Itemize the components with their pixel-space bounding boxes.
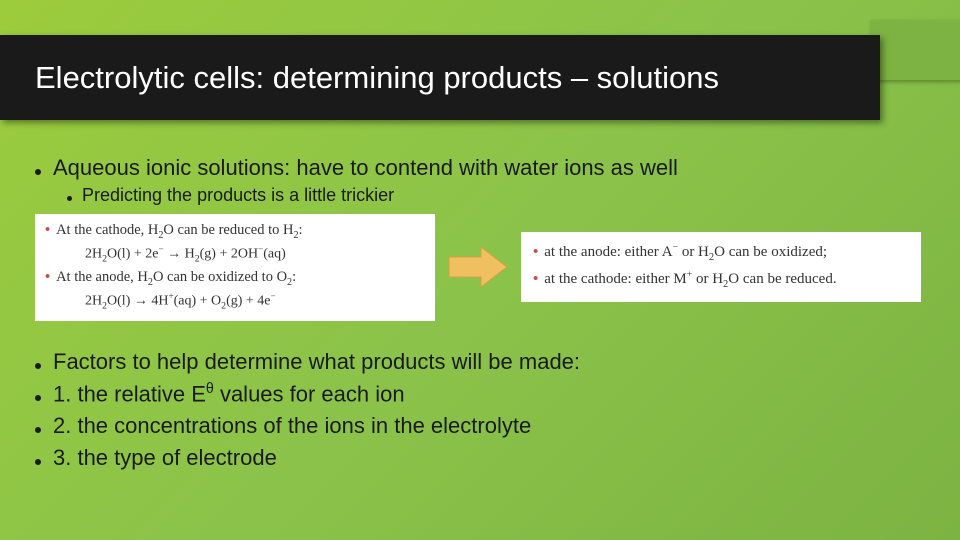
summary-box: •at the anode: either A− or H2O can be o… <box>521 232 921 302</box>
bullet-dot-icon <box>35 427 41 433</box>
bullet-dot-icon <box>35 363 41 369</box>
sub-bullet-text: Predicting the products is a little tric… <box>82 185 394 206</box>
arrow-icon <box>443 243 513 291</box>
factors-intro-text: Factors to help determine what products … <box>53 349 580 375</box>
factor-3-text: 3. the type of electrode <box>53 445 277 471</box>
cathode-anode-equations-box: •At the cathode, H2O can be reduced to H… <box>35 214 435 321</box>
factor-1-text: 1. the relative Eθ values for each ion <box>53 381 405 407</box>
bullet-aqueous-text: Aqueous ionic solutions: have to contend… <box>53 155 678 181</box>
bullet-aqueous: Aqueous ionic solutions: have to contend… <box>35 155 925 181</box>
anode-equation: 2H2O(l) → 4H+(aq) + O2(g) + 4e− <box>85 290 425 314</box>
cathode-equation: 2H2O(l) + 2e− → H2(g) + 2OH−(aq) <box>85 243 425 267</box>
factors-list: Factors to help determine what products … <box>35 349 925 471</box>
cathode-line: •At the cathode, H2O can be reduced to H… <box>45 220 425 243</box>
factors-intro: Factors to help determine what products … <box>35 349 925 375</box>
bullet-dot-icon <box>35 169 41 175</box>
slide-content: Aqueous ionic solutions: have to contend… <box>35 155 925 477</box>
diagram-row: •At the cathode, H2O can be reduced to H… <box>35 214 925 321</box>
factor-2: 2. the concentrations of the ions in the… <box>35 413 925 439</box>
factor-2-text: 2. the concentrations of the ions in the… <box>53 413 531 439</box>
anode-summary: •at the anode: either A− or H2O can be o… <box>533 240 909 267</box>
cathode-summary: •at the cathode: either M+ or H2O can be… <box>533 267 909 294</box>
factor-3: 3. the type of electrode <box>35 445 925 471</box>
bullet-dot-icon <box>35 459 41 465</box>
factor-1: 1. the relative Eθ values for each ion <box>35 381 925 407</box>
anode-line: •At the anode, H2O can be oxidized to O2… <box>45 267 425 290</box>
sub-bullet-predicting: Predicting the products is a little tric… <box>67 185 925 206</box>
bullet-dot-icon <box>35 395 41 401</box>
title-accent-block <box>870 20 960 80</box>
title-bar: Electrolytic cells: determining products… <box>0 35 880 120</box>
bullet-dot-icon <box>67 196 72 201</box>
slide-title: Electrolytic cells: determining products… <box>35 60 719 96</box>
